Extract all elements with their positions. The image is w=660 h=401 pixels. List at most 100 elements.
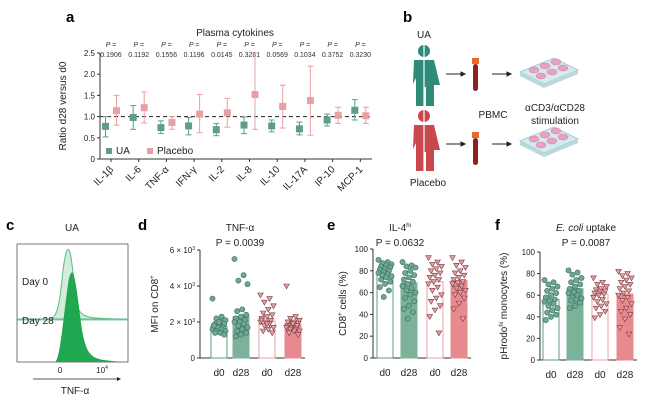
y-axis-label: CD8+ cells (%) <box>338 271 349 336</box>
data-point <box>616 325 624 331</box>
p-label: P = <box>355 42 365 49</box>
data-point <box>619 298 626 304</box>
data-point <box>621 284 629 290</box>
data-point <box>283 283 290 290</box>
chart-title: TNF-α <box>226 223 255 234</box>
y-tick-label: 2.5 <box>84 49 96 58</box>
data-point <box>592 305 600 312</box>
data-point <box>565 290 572 296</box>
data-point <box>432 266 440 273</box>
data-point <box>574 269 581 276</box>
legend-swatch <box>106 148 112 154</box>
data-point <box>438 292 445 299</box>
data-point <box>240 272 247 279</box>
y-tick-label: 6 × 103 <box>170 246 195 255</box>
data-point <box>435 277 443 283</box>
data-point <box>625 288 633 295</box>
x-tick-label: d0 <box>261 368 273 379</box>
plate-side <box>520 70 578 88</box>
data-point <box>292 314 299 320</box>
panel-a-chart: Plasma cytokines Ratio d28 versus d0 0 0.… <box>58 28 372 194</box>
data-point <box>624 295 631 301</box>
data-point <box>409 309 416 316</box>
data-point <box>406 274 412 281</box>
x-tick-label: d28 <box>401 368 418 379</box>
data-point <box>620 290 628 297</box>
x-tick-label: d0 <box>545 370 557 381</box>
p-label: P = <box>189 42 199 49</box>
panel-label-b: b <box>403 9 412 26</box>
data-point <box>400 276 407 283</box>
tick-label-10-4: 104 <box>96 365 108 375</box>
data-point <box>216 319 222 325</box>
data-point <box>599 297 606 303</box>
data-point <box>545 303 552 309</box>
x-tick-label: d0 <box>213 368 225 379</box>
data-point <box>259 310 267 317</box>
data-point <box>404 315 411 322</box>
well-plate-icon <box>518 57 580 157</box>
x-tick-label: IL-10 <box>258 164 282 188</box>
data-point <box>541 277 548 283</box>
y-tick-label: 1.0 <box>84 113 96 122</box>
placebo-label: Placebo <box>410 178 447 189</box>
data-point-placebo <box>223 109 231 117</box>
data-point <box>459 316 467 323</box>
data-point-ua <box>323 116 331 124</box>
data-point <box>458 283 465 290</box>
x-tick-label: IFN-γ <box>174 164 199 189</box>
data-point <box>209 295 216 302</box>
data-point <box>568 297 574 304</box>
data-point <box>453 285 460 292</box>
data-point-placebo <box>334 111 342 119</box>
ua-label: UA <box>417 30 431 41</box>
data-point <box>450 277 458 283</box>
data-point <box>577 281 584 288</box>
data-point <box>231 319 238 325</box>
data-point <box>244 324 251 331</box>
y-tick-label: 0.5 <box>84 134 96 143</box>
data-point <box>462 265 469 271</box>
p-label: P = <box>244 42 254 49</box>
day28-label: Day 28 <box>22 316 54 327</box>
data-point-ua <box>157 124 165 132</box>
data-point <box>625 331 633 338</box>
data-point <box>572 303 578 309</box>
data-point <box>427 299 435 305</box>
data-point-ua <box>240 121 248 129</box>
data-point <box>548 313 554 320</box>
data-point <box>601 309 609 315</box>
data-point-placebo <box>168 119 176 127</box>
data-point <box>375 256 382 263</box>
p-label: P = <box>161 42 171 49</box>
chart-title: E. coli uptake <box>556 223 616 234</box>
data-point <box>628 275 635 282</box>
p-value: 0.1196 <box>184 52 205 59</box>
data-point <box>455 275 463 281</box>
data-point <box>554 305 561 312</box>
y-tick-label: 0 <box>531 356 536 365</box>
data-point <box>458 259 465 266</box>
data-point <box>455 301 463 307</box>
data-point <box>577 299 584 306</box>
y-tick-label: 40 <box>526 313 535 322</box>
data-point <box>403 287 410 294</box>
data-point <box>289 321 297 328</box>
data-point <box>240 320 247 327</box>
data-point-placebo <box>251 91 259 99</box>
p-label: P = <box>327 42 337 49</box>
data-point <box>434 259 441 266</box>
well <box>557 133 569 141</box>
data-point <box>451 270 459 277</box>
data-point <box>626 282 634 288</box>
p-value-text: P = 0.0087 <box>562 238 611 249</box>
pbmc-label: PBMC <box>479 110 508 121</box>
y-tick-label: 100 <box>522 248 536 257</box>
data-point <box>235 322 242 329</box>
data-point <box>212 329 218 336</box>
data-point <box>566 305 573 312</box>
data-point <box>406 302 412 309</box>
data-point <box>270 325 277 331</box>
data-point <box>553 311 560 318</box>
data-point <box>569 271 576 278</box>
